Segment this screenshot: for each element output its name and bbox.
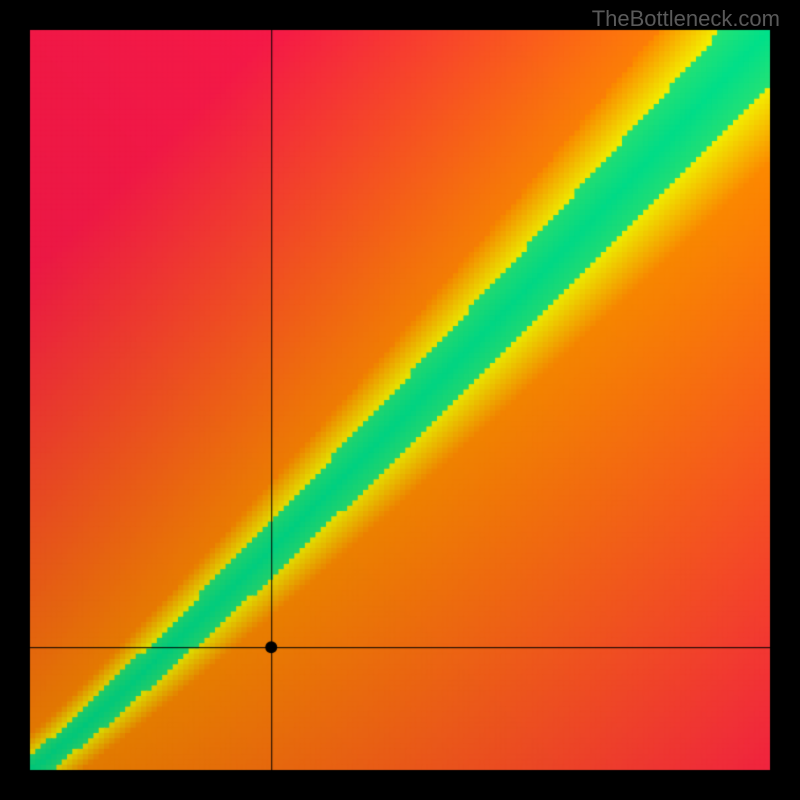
bottleneck-heatmap <box>0 0 800 800</box>
watermark-text: TheBottleneck.com <box>592 6 780 32</box>
